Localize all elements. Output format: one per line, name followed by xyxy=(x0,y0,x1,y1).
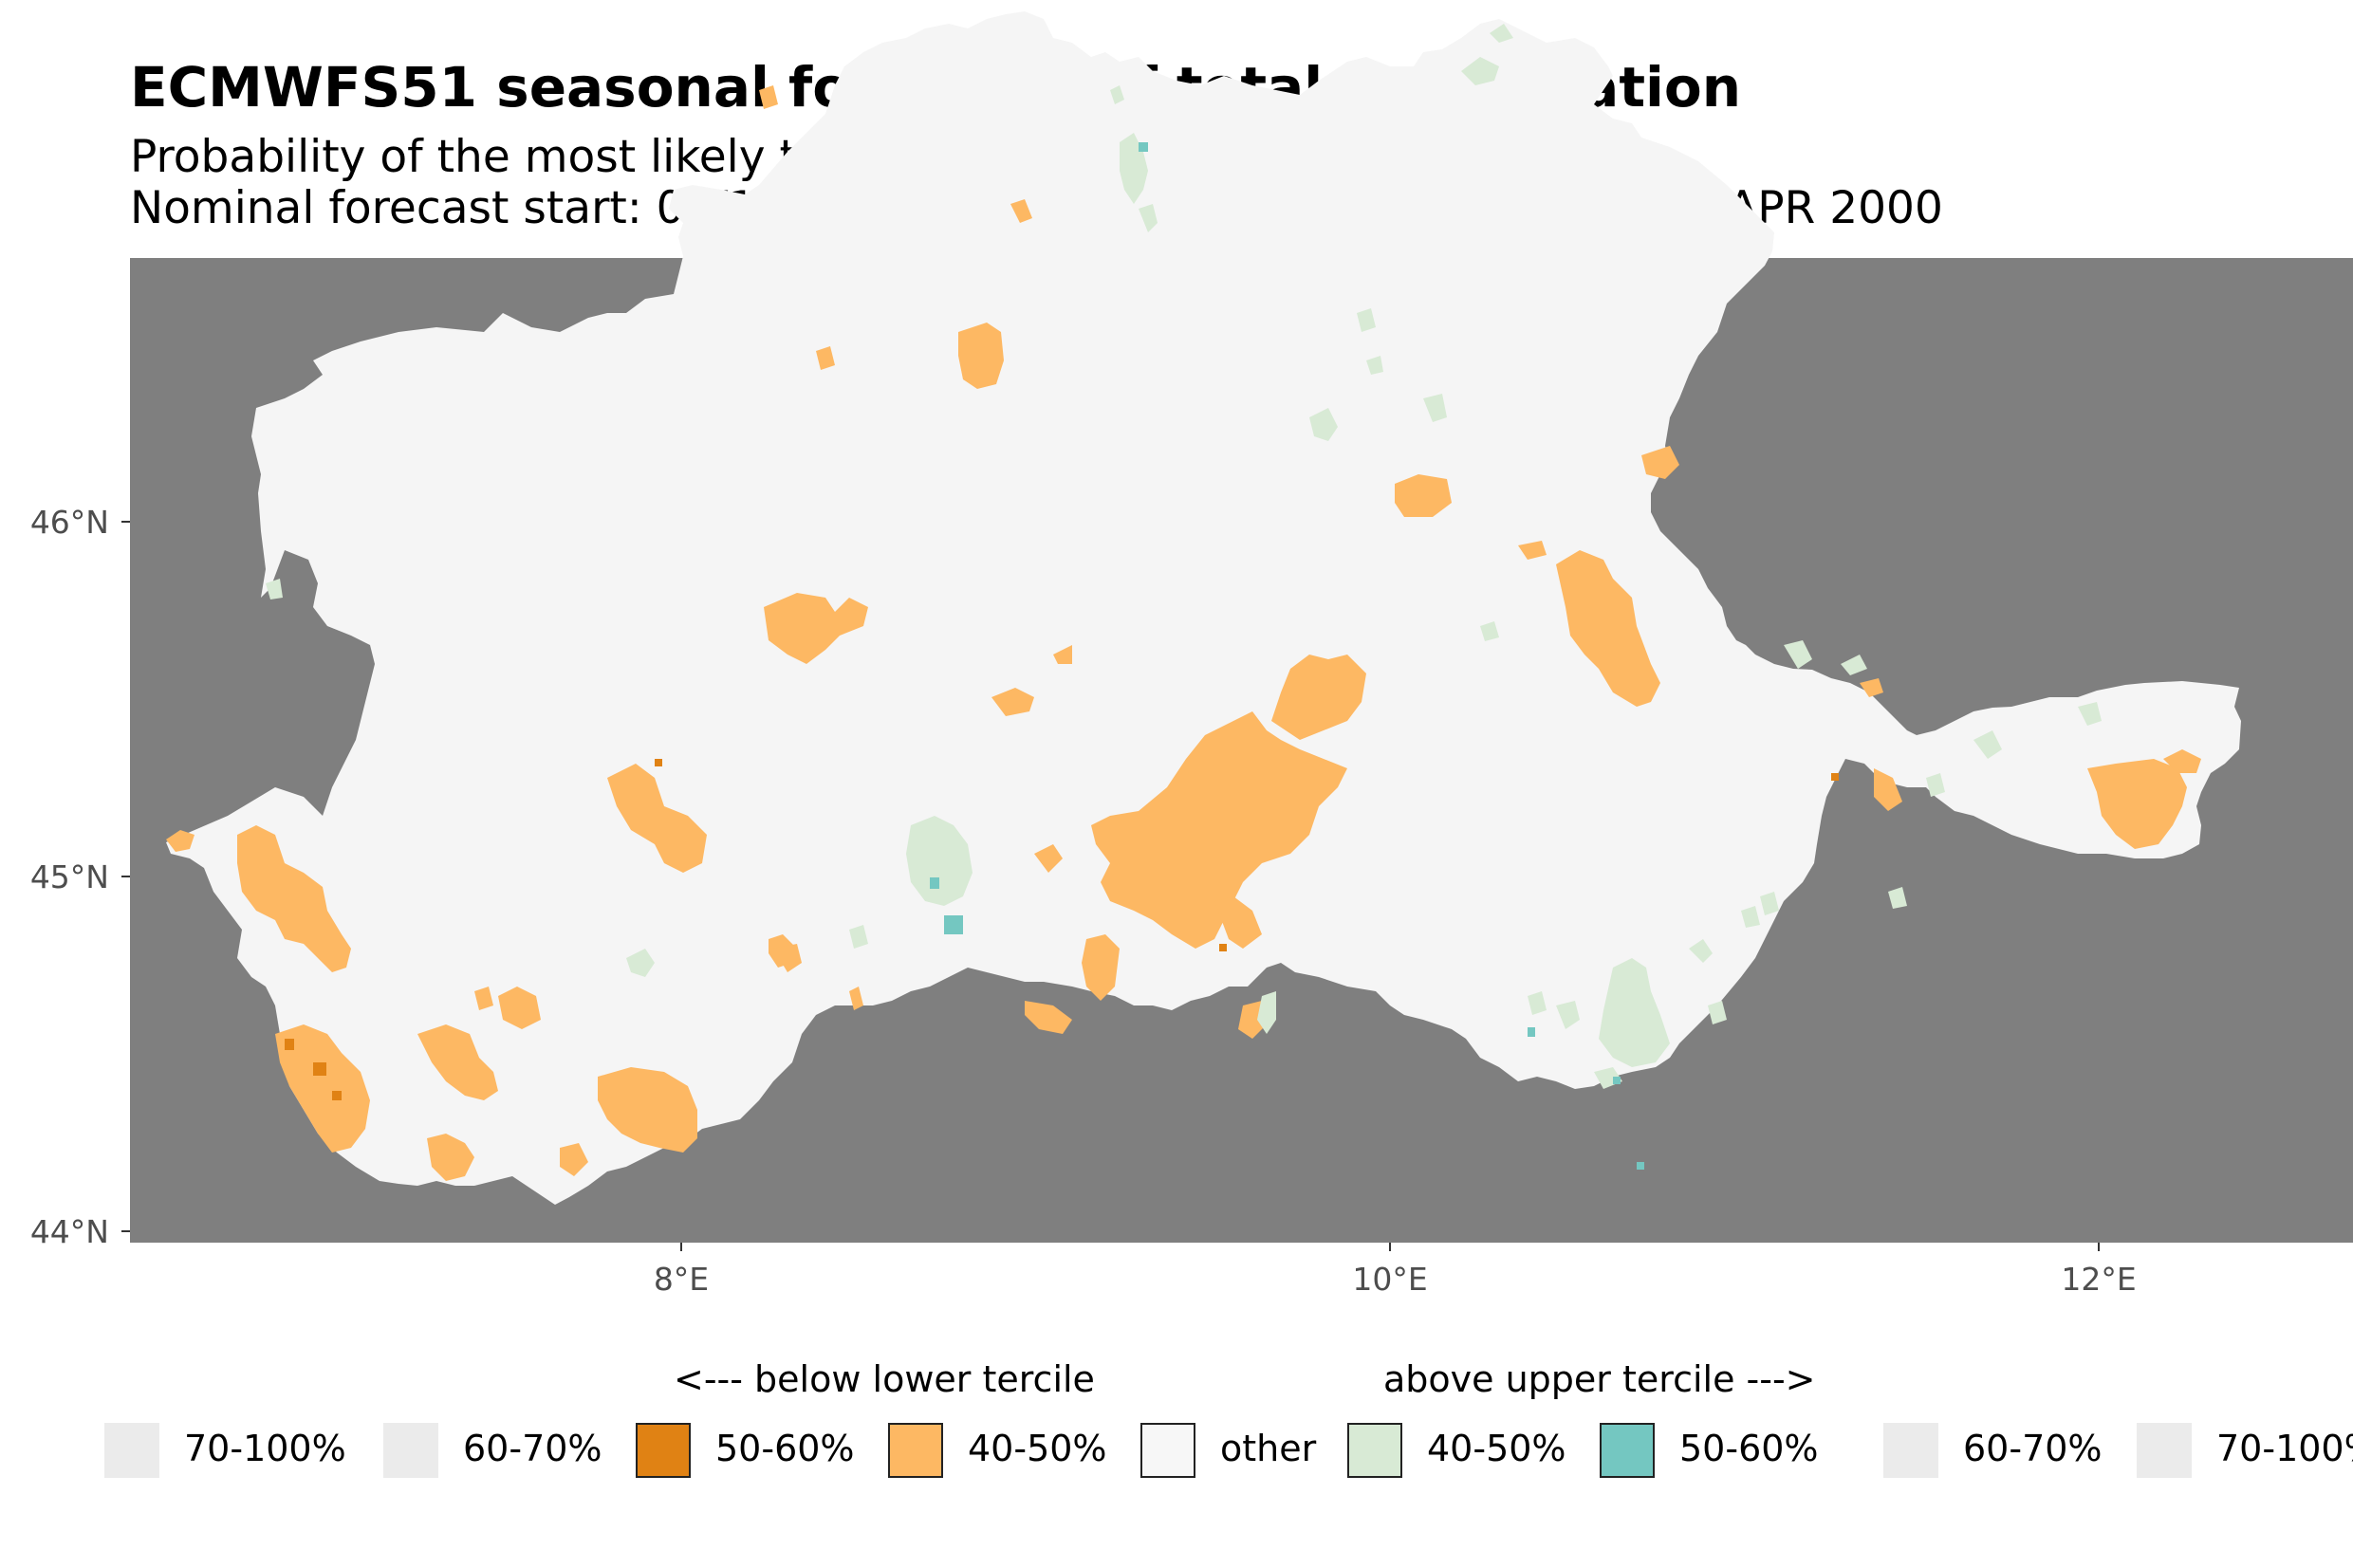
legend-below-header: <--- below lower tercile xyxy=(674,1358,1095,1400)
legend-label: 70-100% xyxy=(184,1428,346,1469)
legend-label: 60-70% xyxy=(1963,1428,2103,1469)
below-tercile-50-60-spots xyxy=(285,759,1839,1100)
legend-swatch xyxy=(888,1423,943,1478)
lat-tick-46: 46°N xyxy=(30,504,109,541)
lon-tick-12: 12°E xyxy=(2061,1261,2136,1298)
axis-ticks xyxy=(121,521,2100,1251)
below-tercile-40-50-patches xyxy=(166,85,2201,1181)
legend-label: 40-50% xyxy=(968,1428,1107,1469)
legend-swatch xyxy=(1600,1423,1655,1478)
above-tercile-40-50-patches xyxy=(266,24,2102,1089)
legend-swatch xyxy=(2137,1423,2192,1478)
lon-tick-8: 8°E xyxy=(654,1261,709,1298)
legend-swatch xyxy=(1883,1423,1938,1478)
lon-tick-10: 10°E xyxy=(1352,1261,1427,1298)
legend-label: 50-60% xyxy=(715,1428,855,1469)
above-tercile-50-60-spots xyxy=(930,142,1644,1170)
land-region xyxy=(166,11,2241,1205)
legend-swatch xyxy=(636,1423,691,1478)
legend-swatch xyxy=(383,1423,438,1478)
legend-label: 60-70% xyxy=(463,1428,602,1469)
legend-label: 50-60% xyxy=(1679,1428,1819,1469)
forecast-map: 44°N 45°N 46°N 8°E 10°E 12°E xyxy=(29,11,2353,1298)
lat-tick-44: 44°N xyxy=(30,1213,109,1250)
legend-swatch xyxy=(1347,1423,1402,1478)
lat-tick-45: 45°N xyxy=(30,858,109,895)
legend-label: 70-100% xyxy=(2216,1428,2353,1469)
legend-above-header: above upper tercile ---> xyxy=(1383,1358,1816,1400)
legend-swatch xyxy=(1140,1423,1195,1478)
legend-swatch xyxy=(104,1423,159,1478)
legend-label: other xyxy=(1220,1428,1317,1469)
legend-label: 40-50% xyxy=(1427,1428,1566,1469)
